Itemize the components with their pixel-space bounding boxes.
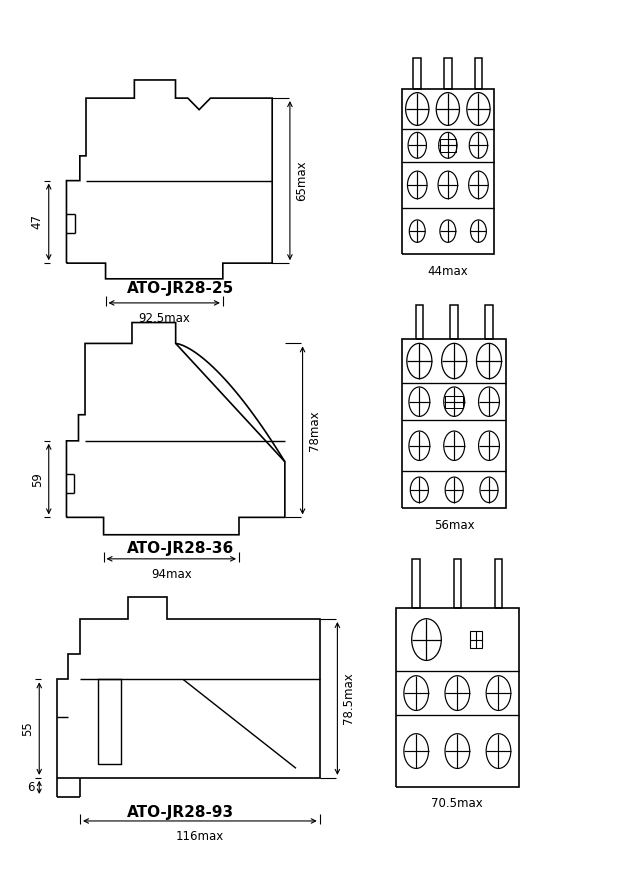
Text: ATO-JR28-25: ATO-JR28-25 (127, 281, 234, 296)
Text: 56max: 56max (434, 519, 475, 533)
Text: 78max: 78max (308, 410, 321, 450)
Text: 78.5max: 78.5max (342, 673, 356, 724)
Text: 92.5max: 92.5max (138, 312, 190, 325)
Text: 6: 6 (27, 780, 34, 794)
Bar (439, 139, 456, 152)
Text: 55: 55 (21, 722, 34, 736)
Text: ATO-JR28-36: ATO-JR28-36 (127, 541, 234, 557)
Text: 47: 47 (30, 214, 44, 229)
Text: 70.5max: 70.5max (432, 797, 483, 811)
Text: 94max: 94max (151, 568, 192, 581)
Text: 65max: 65max (295, 161, 308, 201)
Text: 59: 59 (30, 472, 44, 486)
Bar (445, 396, 463, 408)
Bar (470, 631, 482, 648)
Text: 44max: 44max (427, 265, 468, 278)
Text: ATO-JR28-93: ATO-JR28-93 (127, 805, 234, 821)
Text: 116max: 116max (176, 830, 224, 843)
